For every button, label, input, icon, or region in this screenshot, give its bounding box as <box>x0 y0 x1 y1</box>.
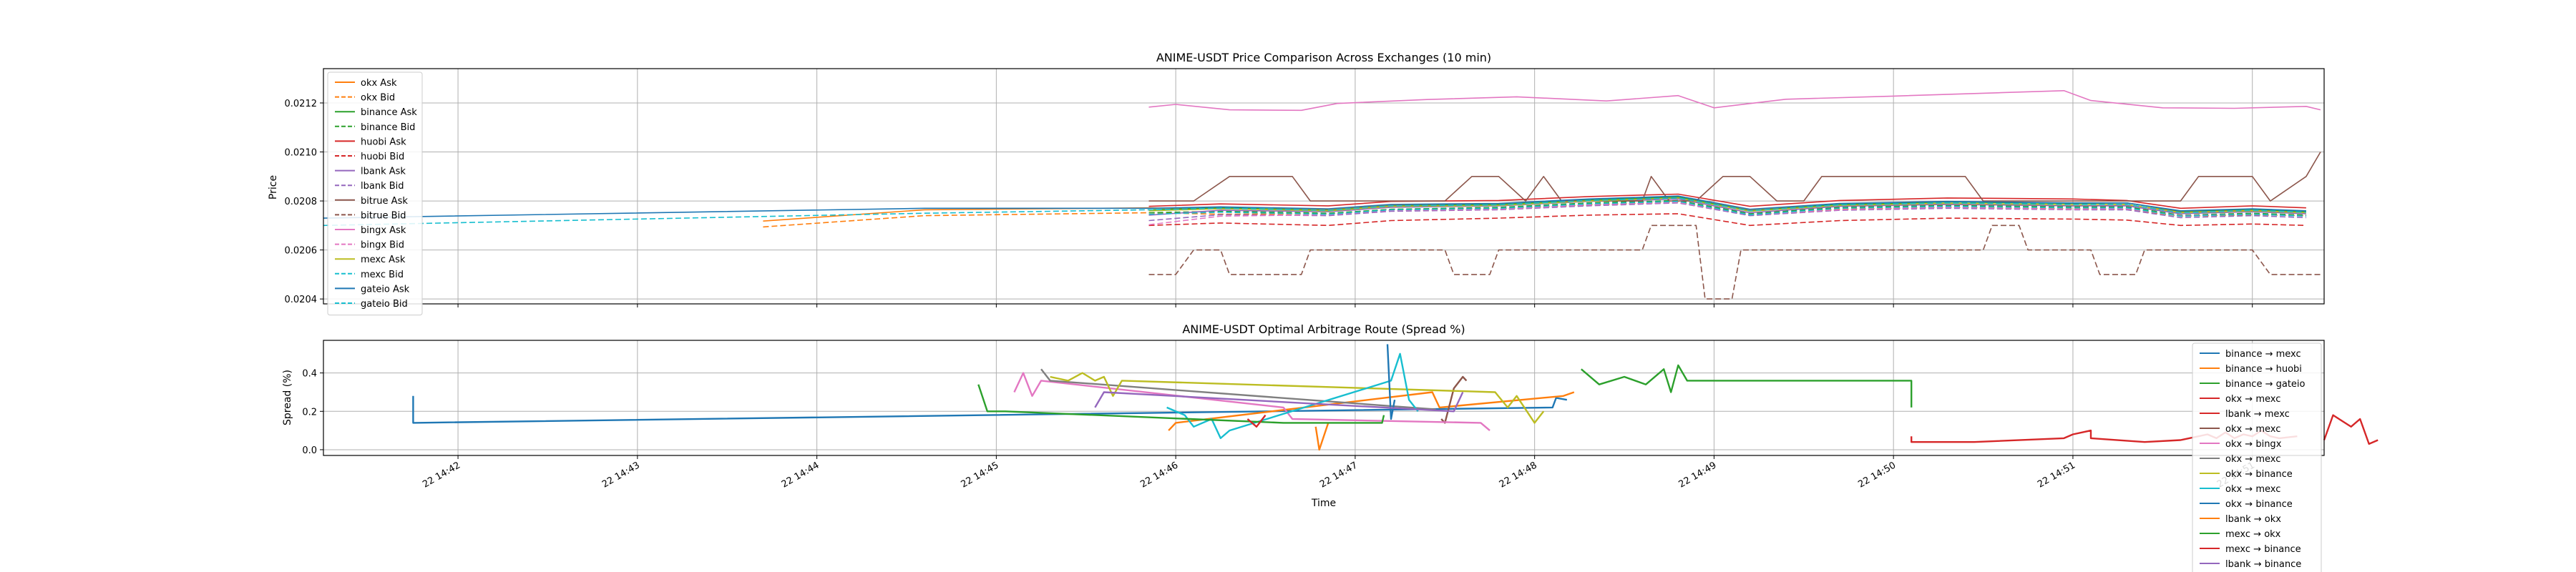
spread-x-tick-label-7: 22 14:49 <box>1677 460 1719 490</box>
price-series-lines <box>323 90 2321 300</box>
spread-y-tick-label-1: 0.2 <box>302 407 317 418</box>
spread-series-lines <box>412 344 2379 451</box>
price-legend-label-1: okx Bid <box>361 93 395 104</box>
price-y-tick-label-2: 0.0208 <box>285 197 318 207</box>
price-legend-label-11: bingx Bid <box>361 240 404 251</box>
price-grid <box>323 69 2324 304</box>
spread-x-tick-label-0: 22 14:42 <box>421 460 462 490</box>
spread-series-8-okx-binance <box>1050 372 1545 424</box>
spread-legend-label-3: okx → mexc <box>2225 394 2280 405</box>
spread-series-9-okx-mexc <box>1166 352 1419 440</box>
spread-series-5-okx-mexc <box>1440 375 1468 424</box>
price-series-13-mexc-bid <box>1148 200 2306 217</box>
price-legend-label-10: bingx Ask <box>361 225 406 236</box>
spread-x-tick-label-2: 22 14:44 <box>780 460 821 490</box>
spread-legend-label-11: lbank → okx <box>2225 514 2281 525</box>
price-legend-label-5: huobi Bid <box>361 152 404 162</box>
spread-legend-label-14: lbank → binance <box>2225 559 2301 570</box>
price-legend-label-4: huobi Ask <box>361 137 406 147</box>
price-y-tick-label-0: 0.0204 <box>285 295 318 305</box>
spread-legend: binance → mexc binance → huobi binance → g… <box>2192 342 2322 572</box>
price-legend: okx Ask okx Bid binance Ask binance Bid huob… <box>327 72 423 316</box>
price-series-14-gateio-ask <box>323 195 2306 219</box>
spread-series-12-mexc-okx <box>977 384 1385 424</box>
spread-legend-label-0: binance → mexc <box>2225 349 2301 360</box>
price-y-tick-label-1: 0.0206 <box>285 246 318 257</box>
spread-series-14-lbank-binance <box>1094 391 1464 413</box>
price-series-15-gateio-bid <box>323 197 2306 227</box>
price-chart: ANIME-USDT Price Comparison Across Excha… <box>268 51 2325 316</box>
price-legend-label-3: binance Bid <box>361 122 415 133</box>
price-legend-label-7: lbank Bid <box>361 181 404 192</box>
price-series-5-huobi-bid <box>1148 213 2306 227</box>
spread-series-2-binance-gateio <box>1581 364 1913 408</box>
spread-y-ticks: 0.0 0.2 0.4 <box>302 369 323 456</box>
spread-series-10-okx-binance <box>1386 344 1396 420</box>
price-y-tick-label-4: 0.0212 <box>285 99 318 109</box>
spread-x-tick-label-1: 22 14:43 <box>600 460 642 490</box>
spread-chart-title: ANIME-USDT Optimal Arbitrage Route (Spre… <box>1182 322 1465 336</box>
spread-legend-label-4: lbank → mexc <box>2225 409 2290 420</box>
price-legend-label-2: binance Ask <box>361 107 417 118</box>
price-legend-label-6: lbank Ask <box>361 167 406 177</box>
spread-legend-label-5: okx → mexc <box>2225 424 2280 435</box>
spread-legend-box <box>2192 342 2322 572</box>
spread-y-tick-label-2: 0.4 <box>302 369 317 380</box>
spread-x-axis-label: Time <box>1311 498 1336 509</box>
spread-legend-label-6: okx → bingx <box>2225 439 2282 450</box>
spread-legend-label-2: binance → gateio <box>2225 379 2306 390</box>
price-series-7-lbank-bid <box>1148 202 2306 222</box>
price-y-tick-label-3: 0.0210 <box>285 148 318 159</box>
price-series-3-binance-bid <box>1148 199 2306 216</box>
spread-chart: ANIME-USDT Optimal Arbitrage Route (Spre… <box>282 322 2379 572</box>
spread-legend-label-13: mexc → binance <box>2225 544 2301 555</box>
spread-x-tick-label-3: 22 14:45 <box>960 460 1001 490</box>
spread-series-7-okx-mexc <box>1040 368 1436 410</box>
price-legend-label-13: mexc Bid <box>361 270 404 280</box>
spread-series-0-binance-mexc <box>412 395 1568 424</box>
spread-series-11-lbank-okx <box>1314 423 1330 451</box>
spread-series-13-mexc-binance <box>1246 414 1267 428</box>
price-legend-label-15: gateio Bid <box>361 299 408 310</box>
price-y-ticks: 0.0204 0.0206 0.0208 0.0210 0.0212 <box>285 99 323 305</box>
spread-legend-label-1: binance → huobi <box>2225 364 2302 375</box>
spread-legend-label-9: okx → mexc <box>2225 484 2280 495</box>
spread-plot-frame <box>323 340 2325 456</box>
spread-series-6-okx-bingx <box>1013 372 1491 432</box>
price-series-9-bitrue-bid <box>1148 225 2321 300</box>
price-legend-box <box>327 72 423 316</box>
spread-x-tick-label-5: 22 14:47 <box>1318 460 1360 490</box>
spread-series-4-lbank-mexc <box>2323 414 2379 445</box>
spread-legend-label-10: okx → binance <box>2225 499 2293 510</box>
price-legend-label-14: gateio Ask <box>361 284 410 295</box>
price-chart-title: ANIME-USDT Price Comparison Across Excha… <box>1156 51 1491 64</box>
spread-x-tick-label-4: 22 14:46 <box>1138 460 1180 490</box>
spread-legend-label-7: okx → mexc <box>2225 454 2280 465</box>
spread-y-axis-label: Spread (%) <box>282 370 293 425</box>
spread-grid <box>323 340 2324 455</box>
price-legend-label-8: bitrue Ask <box>361 196 408 207</box>
price-series-6-lbank-ask <box>1148 198 2306 216</box>
price-legend-label-12: mexc Ask <box>361 255 406 265</box>
price-series-8-bitrue-ask <box>1148 152 2321 202</box>
spread-legend-label-8: okx → binance <box>2225 469 2293 480</box>
spread-x-tick-label-6: 22 14:48 <box>1498 460 1539 490</box>
price-y-axis-label: Price <box>268 175 279 199</box>
spread-x-tick-label-9: 22 14:51 <box>2036 460 2077 490</box>
spread-series-1-binance-huobi <box>1168 391 1575 431</box>
price-series-4-huobi-ask <box>1148 193 2306 209</box>
spread-legend-label-12: mexc → okx <box>2225 529 2281 540</box>
price-x-ticks <box>457 304 2253 307</box>
price-legend-label-9: bitrue Bid <box>361 210 406 221</box>
spread-x-tick-label-8: 22 14:50 <box>1856 460 1898 490</box>
spread-x-ticks: 22 14:42 22 14:43 22 14:44 22 14:45 22 14:46… <box>421 455 2257 490</box>
spread-y-tick-label-0: 0.0 <box>302 445 317 456</box>
price-series-10-bingx-ask <box>1148 90 2321 112</box>
price-legend-label-0: okx Ask <box>361 78 397 89</box>
price-plot-frame <box>323 68 2325 305</box>
